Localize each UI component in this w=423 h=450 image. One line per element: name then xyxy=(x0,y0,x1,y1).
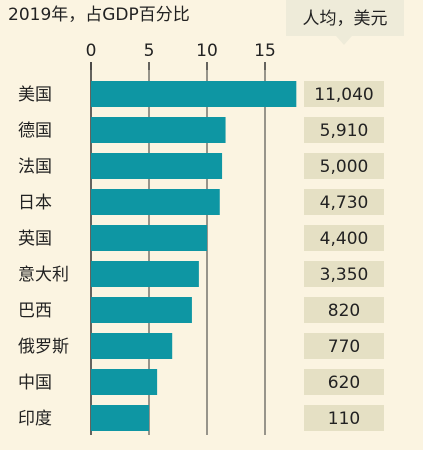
per-capita-box xyxy=(304,117,384,143)
per-capita-box xyxy=(304,369,384,395)
per-capita-box xyxy=(304,225,384,251)
bar xyxy=(91,405,149,431)
per-capita-label: 3,350 xyxy=(320,265,369,285)
per-capita-label: 5,910 xyxy=(320,121,369,141)
chart-title: 2019年，占GDP百分比 xyxy=(8,5,190,25)
per-capita-box xyxy=(304,333,384,359)
bar xyxy=(91,117,226,143)
bar xyxy=(91,369,158,395)
category-label: 法国 xyxy=(18,157,52,177)
per-capita-label: 620 xyxy=(328,373,360,393)
category-label: 美国 xyxy=(18,85,52,105)
bar xyxy=(91,261,199,287)
bar xyxy=(91,81,297,107)
category-label: 德国 xyxy=(18,121,52,141)
per-capita-box xyxy=(304,81,384,107)
tick-label: 10 xyxy=(196,41,218,61)
tick-label: 0 xyxy=(86,41,97,61)
bar xyxy=(91,153,223,179)
bar xyxy=(91,189,220,215)
per-capita-label: 110 xyxy=(328,409,360,429)
per-capita-label: 5,000 xyxy=(320,157,369,177)
per-capita-label: 4,730 xyxy=(320,193,369,213)
tick-label: 5 xyxy=(144,41,155,61)
category-label: 日本 xyxy=(18,193,52,213)
per-capita-box xyxy=(304,153,384,179)
bar xyxy=(91,333,173,359)
column-header-label: 人均，美元 xyxy=(303,9,388,29)
per-capita-box xyxy=(304,297,384,323)
category-label: 中国 xyxy=(18,373,52,393)
per-capita-box xyxy=(304,405,384,431)
category-label: 印度 xyxy=(18,409,52,429)
column-header-badge: 人均，美元 xyxy=(286,0,404,45)
category-label: 英国 xyxy=(18,229,52,249)
column-header-box xyxy=(286,0,404,36)
category-label: 俄罗斯 xyxy=(18,337,69,357)
per-capita-box xyxy=(304,261,384,287)
category-label: 意大利 xyxy=(18,265,69,285)
tick-label: 15 xyxy=(254,41,276,61)
per-capita-label: 770 xyxy=(328,337,360,357)
category-label: 巴西 xyxy=(18,301,52,321)
per-capita-label: 11,040 xyxy=(314,85,373,105)
bar xyxy=(91,297,192,323)
per-capita-label: 820 xyxy=(328,301,360,321)
plot-area: 0 5 10 15 美国 11,040 德国 5,910 法国 5,000 日本 4,730 英国 4,4… xyxy=(18,41,384,435)
column-header-pointer xyxy=(336,36,352,45)
per-capita-box xyxy=(304,189,384,215)
per-capita-label: 4,400 xyxy=(320,229,369,249)
bar xyxy=(91,225,207,251)
